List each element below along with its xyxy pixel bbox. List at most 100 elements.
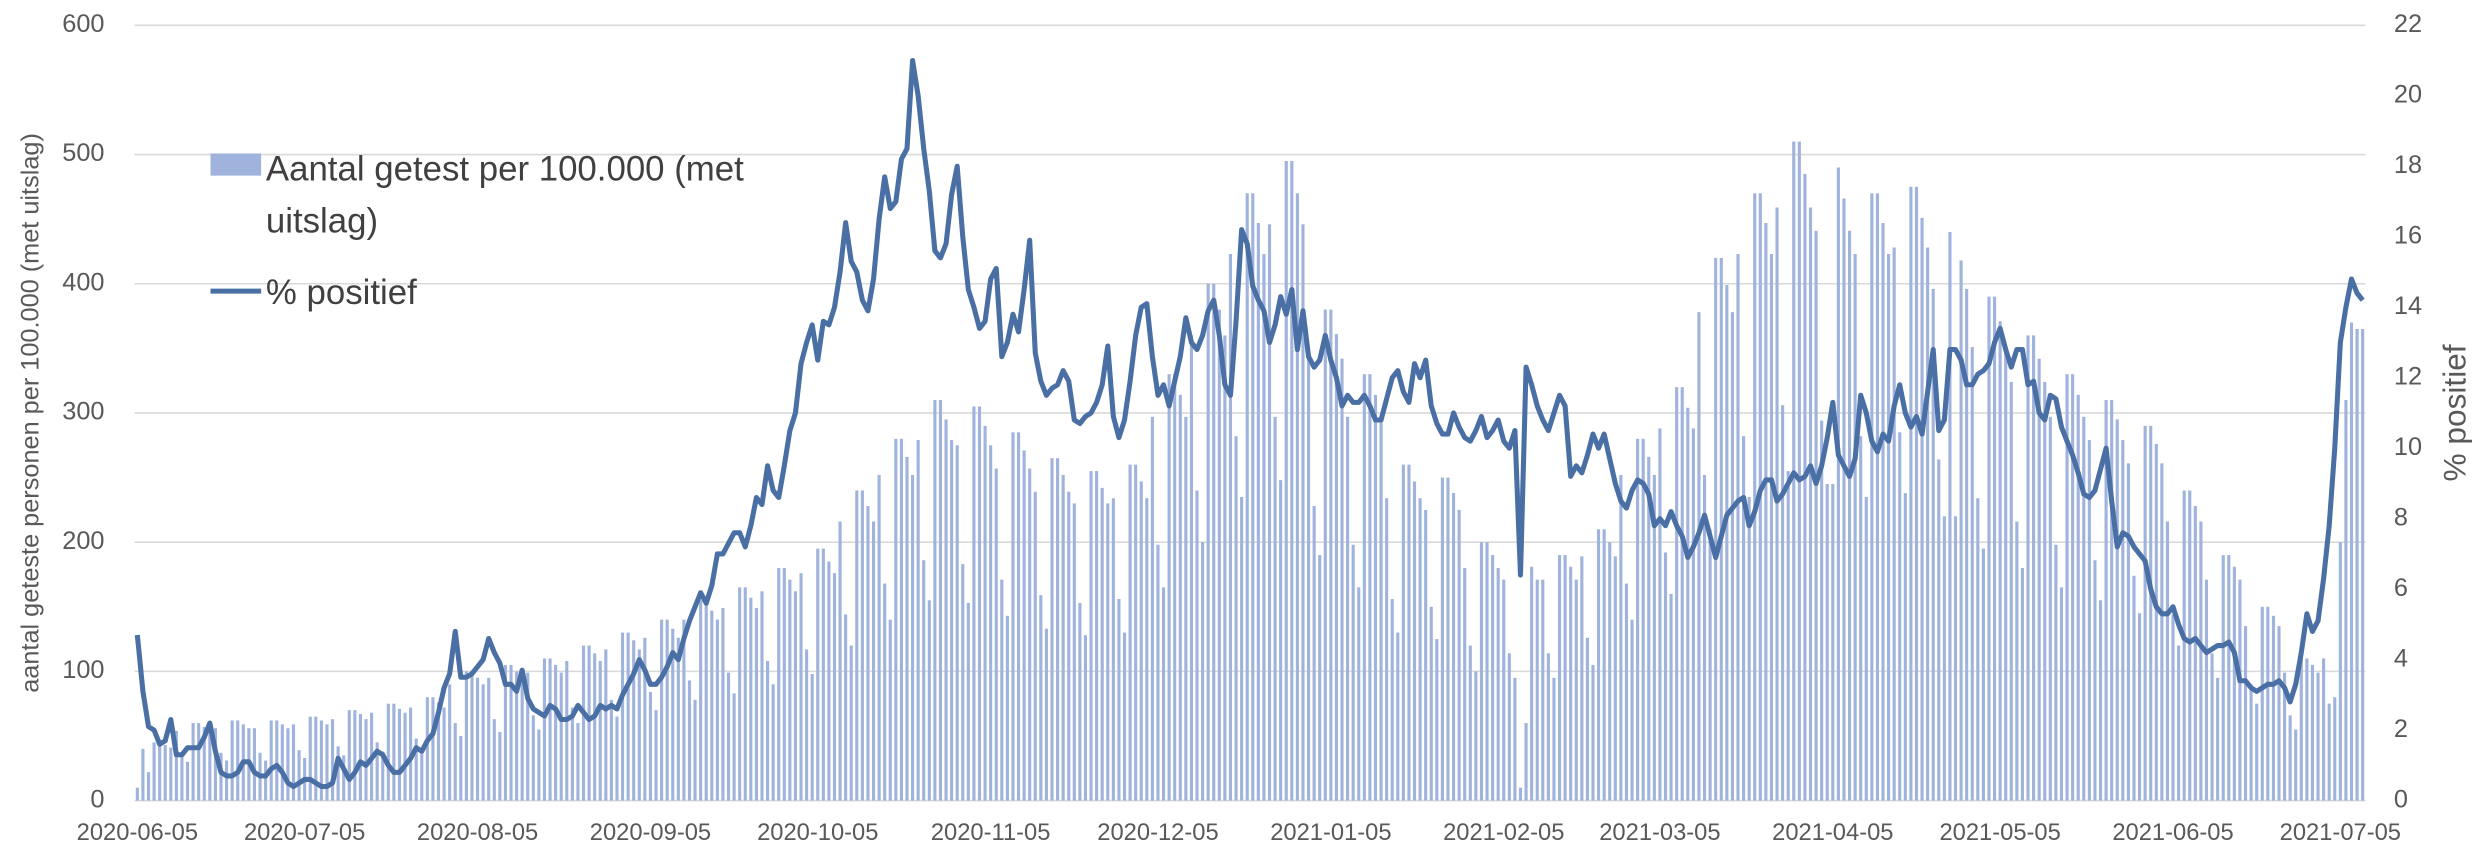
bar [1898, 432, 1902, 801]
bar [1842, 198, 1846, 801]
bar [1212, 283, 1216, 801]
bar [2243, 626, 2248, 801]
bar [2327, 703, 2331, 801]
bar [459, 735, 463, 801]
bar [174, 730, 178, 801]
bar [487, 677, 491, 801]
bar [1825, 484, 1829, 801]
bar [643, 637, 647, 801]
bar [141, 748, 145, 801]
bar [888, 619, 892, 801]
bar [994, 468, 998, 801]
bar [342, 755, 346, 801]
bar [687, 680, 692, 801]
bar [2294, 729, 2298, 801]
x-tick-label: 2020-11-05 [931, 820, 1051, 846]
bar [916, 440, 920, 801]
bar [2071, 374, 2075, 801]
bar [364, 719, 368, 801]
bar [1195, 490, 1199, 801]
bar [1234, 436, 1238, 801]
y2-tick-label: 6 [2394, 574, 2408, 602]
bar [1820, 420, 1824, 801]
bar [989, 445, 993, 801]
bar [425, 697, 429, 801]
bar [1926, 247, 1930, 801]
bar [559, 672, 563, 801]
bar [554, 664, 558, 801]
bar [1992, 296, 1997, 801]
bar [2193, 505, 2197, 801]
bar [2238, 579, 2242, 801]
bar [2277, 626, 2281, 801]
x-tick-label: 2020-12-05 [1097, 820, 1218, 846]
bar [961, 564, 965, 801]
bar [135, 787, 139, 801]
bar [1228, 254, 1233, 801]
bar [883, 583, 887, 801]
bar [1658, 428, 1662, 801]
bar [2305, 658, 2309, 801]
bar [2182, 490, 2186, 801]
bar [1396, 632, 1400, 801]
bar [955, 445, 959, 801]
bar [944, 419, 948, 801]
bar [420, 748, 424, 801]
bar [2266, 606, 2270, 801]
bar [1050, 458, 1054, 801]
bar [1507, 653, 1511, 801]
bar [1914, 186, 1919, 801]
bar [2249, 684, 2253, 801]
bar [1368, 374, 1372, 801]
bar [353, 710, 357, 801]
bar [1747, 496, 1751, 801]
bar [397, 708, 402, 801]
bar [710, 610, 714, 801]
bar [632, 640, 636, 801]
y2-tick-label: 18 [2394, 151, 2422, 179]
bar [1061, 474, 1065, 801]
bar [1028, 468, 1032, 801]
bar [314, 716, 318, 801]
bar [771, 684, 775, 801]
bar [894, 438, 898, 801]
bar [414, 738, 418, 801]
bar [2310, 664, 2315, 801]
bar [1669, 593, 1673, 801]
bar [760, 591, 764, 801]
bar [146, 772, 151, 801]
bar [291, 724, 296, 801]
bar [1580, 556, 1584, 801]
bar [464, 671, 468, 801]
bar [475, 677, 480, 801]
bar [2121, 440, 2125, 801]
bar [1624, 583, 1629, 801]
bar [2221, 555, 2225, 801]
bar [1524, 723, 1528, 801]
bar [1613, 556, 1617, 801]
bar [1491, 555, 1495, 801]
bar [810, 673, 814, 801]
bar [2059, 587, 2064, 801]
bar [1011, 432, 1015, 801]
bar [2316, 672, 2320, 801]
bar [950, 440, 954, 801]
bar [799, 573, 803, 801]
bar [1284, 160, 1288, 801]
bar [1407, 464, 1411, 801]
bar [169, 747, 173, 801]
labels: 0 100 200 300 400 500 600 0 2 4 6 8 10 12 14 16 18 20 22 20… [62, 10, 2422, 846]
y-axis-title: aantal geteste personen per 100.000 (met… [16, 133, 44, 693]
bar [1306, 358, 1311, 801]
bar [336, 746, 340, 801]
legend-swatch [210, 153, 262, 176]
y-tick-label: 500 [62, 139, 104, 167]
bar [1697, 312, 1701, 801]
bar [1440, 477, 1444, 801]
bar [1184, 416, 1188, 801]
legend-label: Aantal getest per 100.000 (met uitslag) [265, 148, 744, 241]
bar [821, 548, 825, 801]
bar [542, 658, 547, 801]
bar [2299, 658, 2303, 801]
bar [1390, 599, 1394, 801]
